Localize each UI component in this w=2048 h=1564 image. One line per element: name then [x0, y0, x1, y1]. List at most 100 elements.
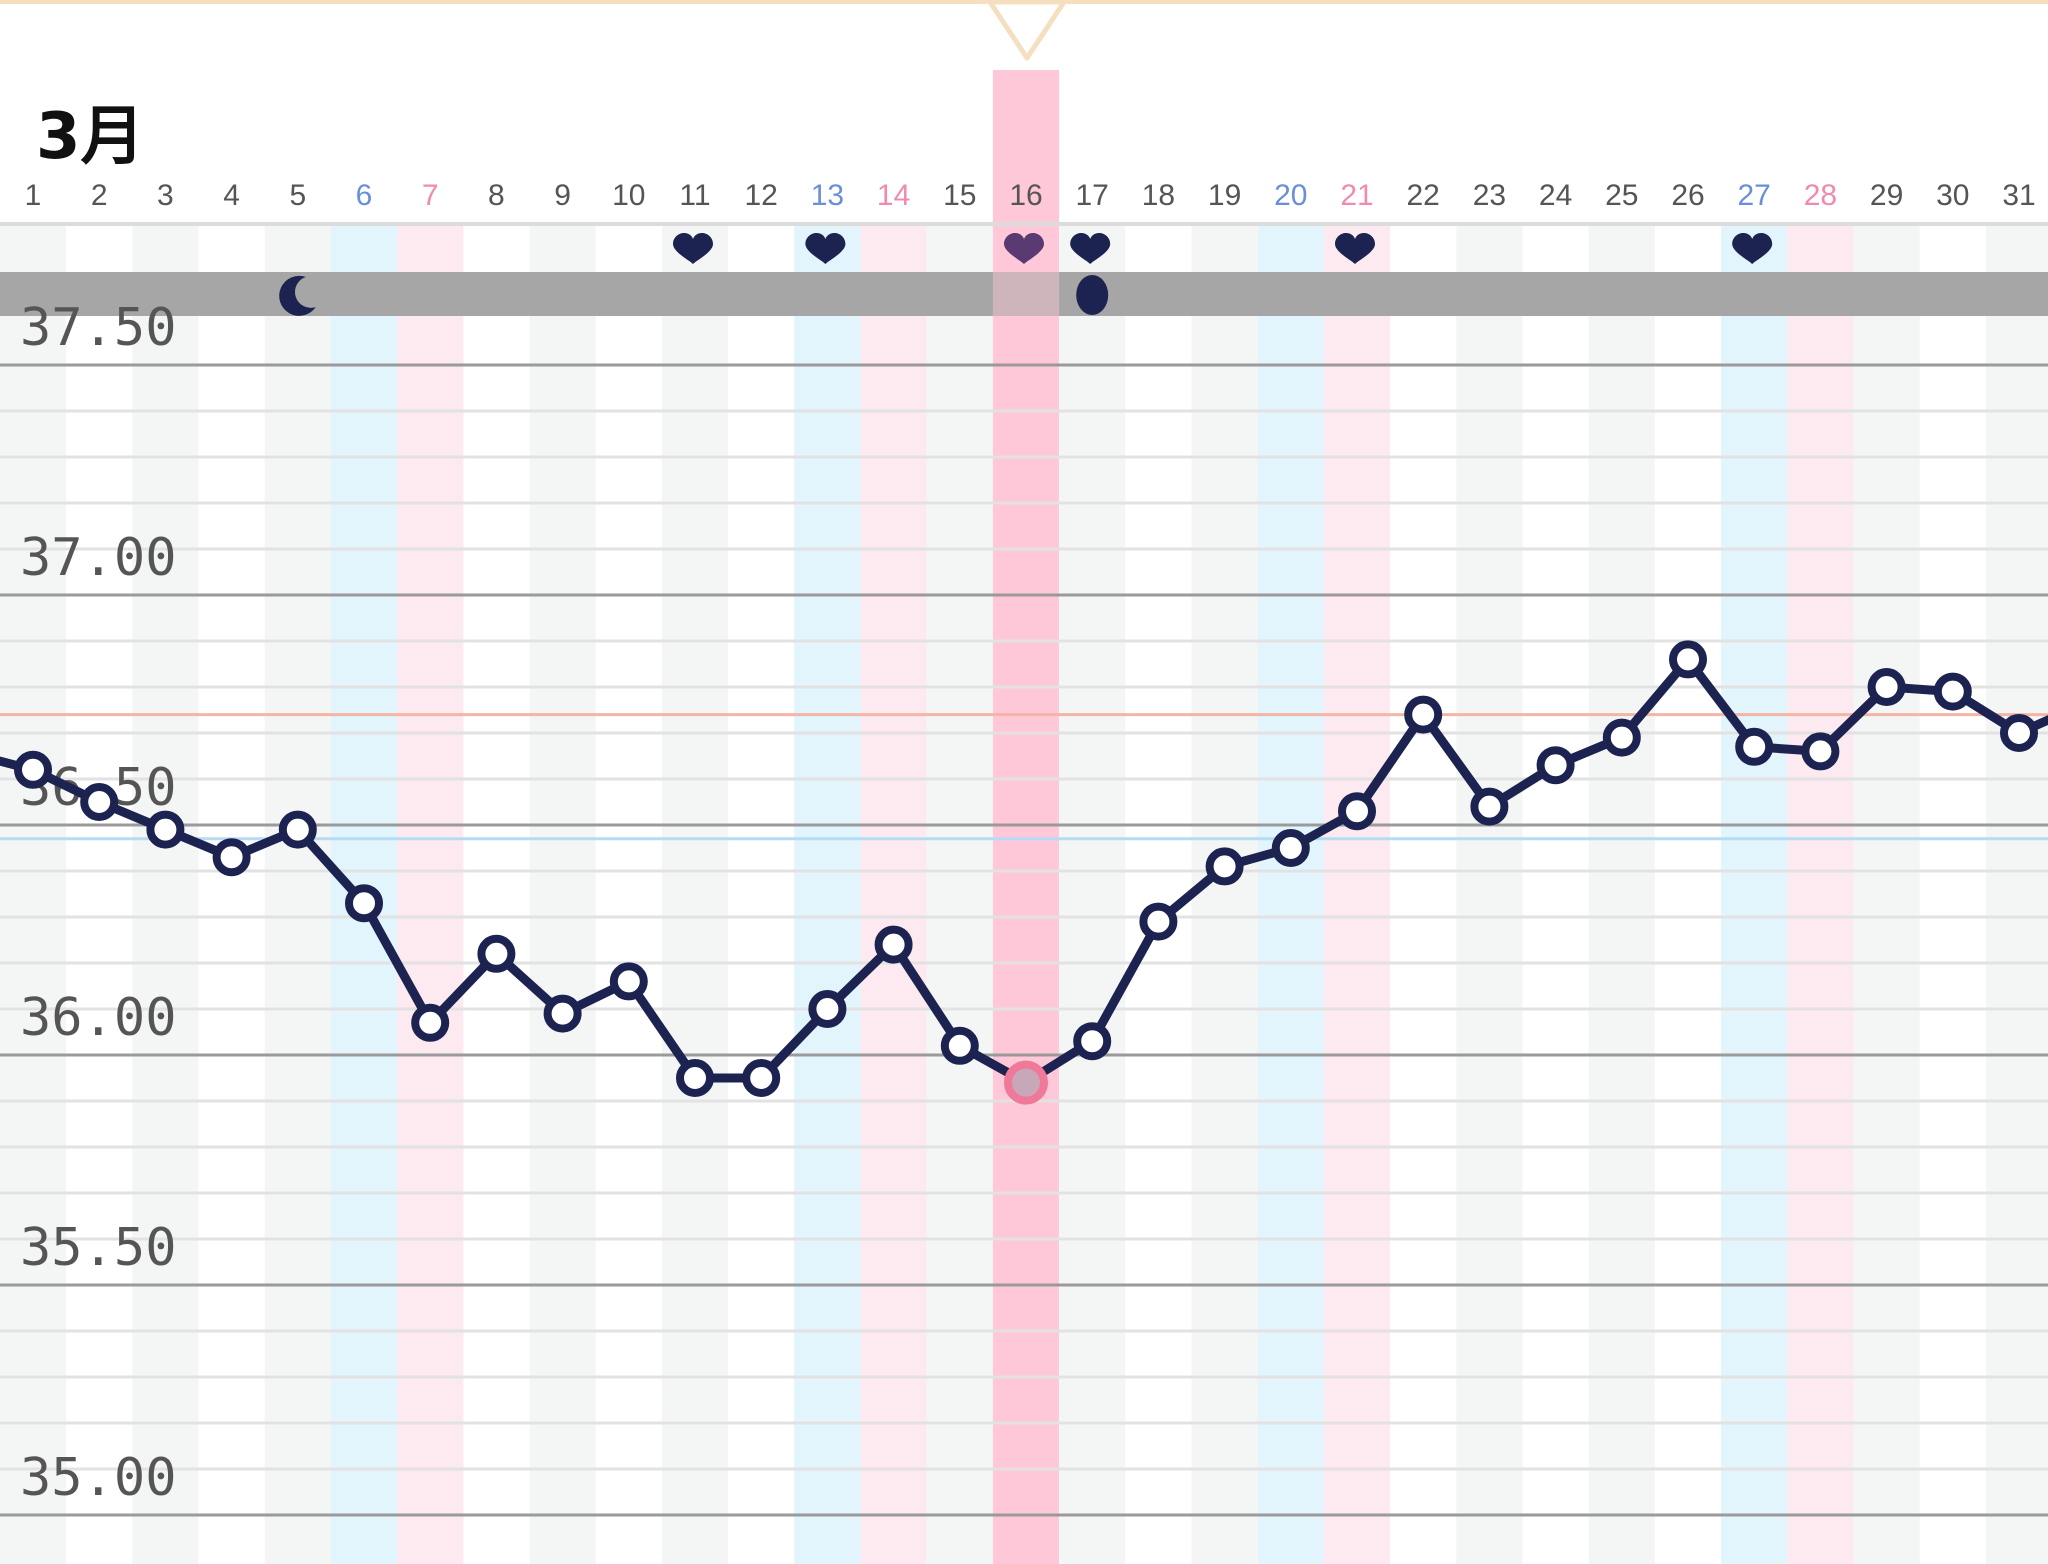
data-point	[1205, 847, 1244, 886]
day-bands	[0, 70, 2048, 1564]
data-point	[212, 838, 251, 877]
x-tick-label: 31	[2002, 179, 2035, 212]
x-tick-label: 14	[877, 179, 910, 212]
data-point	[609, 962, 648, 1001]
x-tick-label: 25	[1605, 179, 1638, 212]
day-band-15	[926, 226, 993, 1564]
x-tick-label: 19	[1208, 179, 1241, 212]
data-point	[808, 990, 847, 1028]
symbol-bar	[0, 272, 2048, 316]
heart-icon	[1004, 233, 1044, 264]
x-axis-labels: 1 2 3 4 5 6 7 8 9 10 11 12 13 14 15 16 17 18 19 20 21 22 23 24 2…	[25, 179, 2036, 212]
y-tick-label: 37.00	[20, 528, 177, 588]
day-band-25	[1588, 226, 1655, 1564]
x-tick-label: 8	[488, 179, 505, 212]
day-band-7	[397, 226, 464, 1564]
selected-day-header-band	[992, 70, 1060, 226]
data-point	[146, 810, 185, 849]
day-band-13	[794, 226, 861, 1564]
x-tick-label: 22	[1407, 179, 1440, 212]
y-tick-label: 35.00	[20, 1448, 177, 1508]
day-band-16	[992, 226, 1060, 1564]
x-tick-label: 18	[1142, 179, 1175, 212]
grid-lines	[0, 222, 2048, 1517]
day-band-11	[661, 226, 729, 1564]
data-point	[1470, 787, 1509, 826]
x-tick-label: 2	[91, 179, 108, 212]
moon-icon	[279, 275, 316, 316]
day-band-5	[264, 226, 331, 1564]
data-point	[2000, 714, 2038, 752]
data-point	[1669, 640, 1707, 679]
x-tick-label: 5	[289, 179, 306, 212]
data-point	[1801, 732, 1840, 771]
data-point	[1536, 746, 1575, 785]
x-tick-label: 23	[1473, 179, 1506, 212]
data-point	[1735, 727, 1774, 766]
x-tick-label: 12	[745, 179, 778, 212]
x-tick-label: 9	[554, 179, 571, 212]
chart-header: 3月	[0, 0, 2048, 174]
data-point	[477, 934, 516, 973]
x-tick-label: 4	[223, 179, 240, 212]
day-band-1	[0, 226, 67, 1564]
x-tick-label: 20	[1274, 179, 1307, 212]
day-band-23	[1456, 226, 1523, 1564]
x-tick-label: 1	[25, 179, 42, 212]
x-tick-label: 24	[1539, 179, 1572, 212]
day-band-14	[860, 226, 927, 1564]
y-tick-label: 37.50	[20, 298, 177, 358]
data-point	[14, 750, 52, 789]
day-band-20	[1257, 226, 1324, 1564]
x-tick-label: 26	[1671, 179, 1704, 212]
data-point	[1338, 792, 1376, 831]
drop-icon	[1076, 275, 1109, 315]
x-tick-label: 21	[1340, 179, 1373, 212]
data-point	[940, 1026, 979, 1065]
selected-day-pointer	[987, 0, 1067, 61]
data-point	[278, 810, 317, 849]
data-point	[1602, 718, 1641, 757]
day-band-19	[1191, 226, 1258, 1564]
day-band-3	[132, 226, 199, 1564]
data-point	[1139, 902, 1178, 941]
heart-icon	[1070, 233, 1111, 264]
data-point	[411, 1003, 450, 1042]
data-point	[80, 783, 119, 821]
data-point	[1073, 1022, 1112, 1061]
x-tick-label: 6	[356, 179, 373, 212]
x-tick-label: 11	[679, 179, 710, 212]
heart-icon	[805, 233, 846, 264]
day-band-29	[1853, 226, 1920, 1564]
x-tick-label: 16	[1009, 179, 1042, 212]
symbol-row	[0, 233, 2048, 316]
day-band-9	[529, 226, 596, 1564]
x-tick-label: 15	[943, 179, 976, 212]
x-tick-label: 17	[1076, 179, 1109, 212]
y-tick-label: 35.50	[20, 1218, 177, 1278]
day-band-21	[1323, 226, 1391, 1564]
x-tick-label: 27	[1738, 179, 1771, 212]
x-tick-label: 28	[1804, 179, 1837, 212]
x-tick-label: 29	[1870, 179, 1903, 212]
data-point	[1271, 829, 1310, 867]
data-point	[1933, 672, 1972, 711]
data-point	[345, 884, 383, 923]
header-separator	[0, 222, 2048, 226]
x-tick-label: 30	[1936, 179, 1969, 212]
data-point	[676, 1059, 714, 1097]
data-point	[1404, 695, 1443, 734]
symbol-bar-selected	[992, 272, 1060, 316]
data-point	[543, 994, 582, 1033]
day-band-31	[1985, 226, 2048, 1564]
temperature-series	[0, 640, 2048, 1105]
y-tick-label: 36.00	[20, 988, 177, 1048]
heart-icon	[1335, 233, 1375, 264]
month-label: 3月	[36, 100, 145, 174]
day-band-17	[1059, 226, 1126, 1564]
day-band-28	[1787, 226, 1854, 1564]
x-tick-label: 13	[811, 179, 844, 212]
x-tick-label: 3	[157, 179, 174, 212]
